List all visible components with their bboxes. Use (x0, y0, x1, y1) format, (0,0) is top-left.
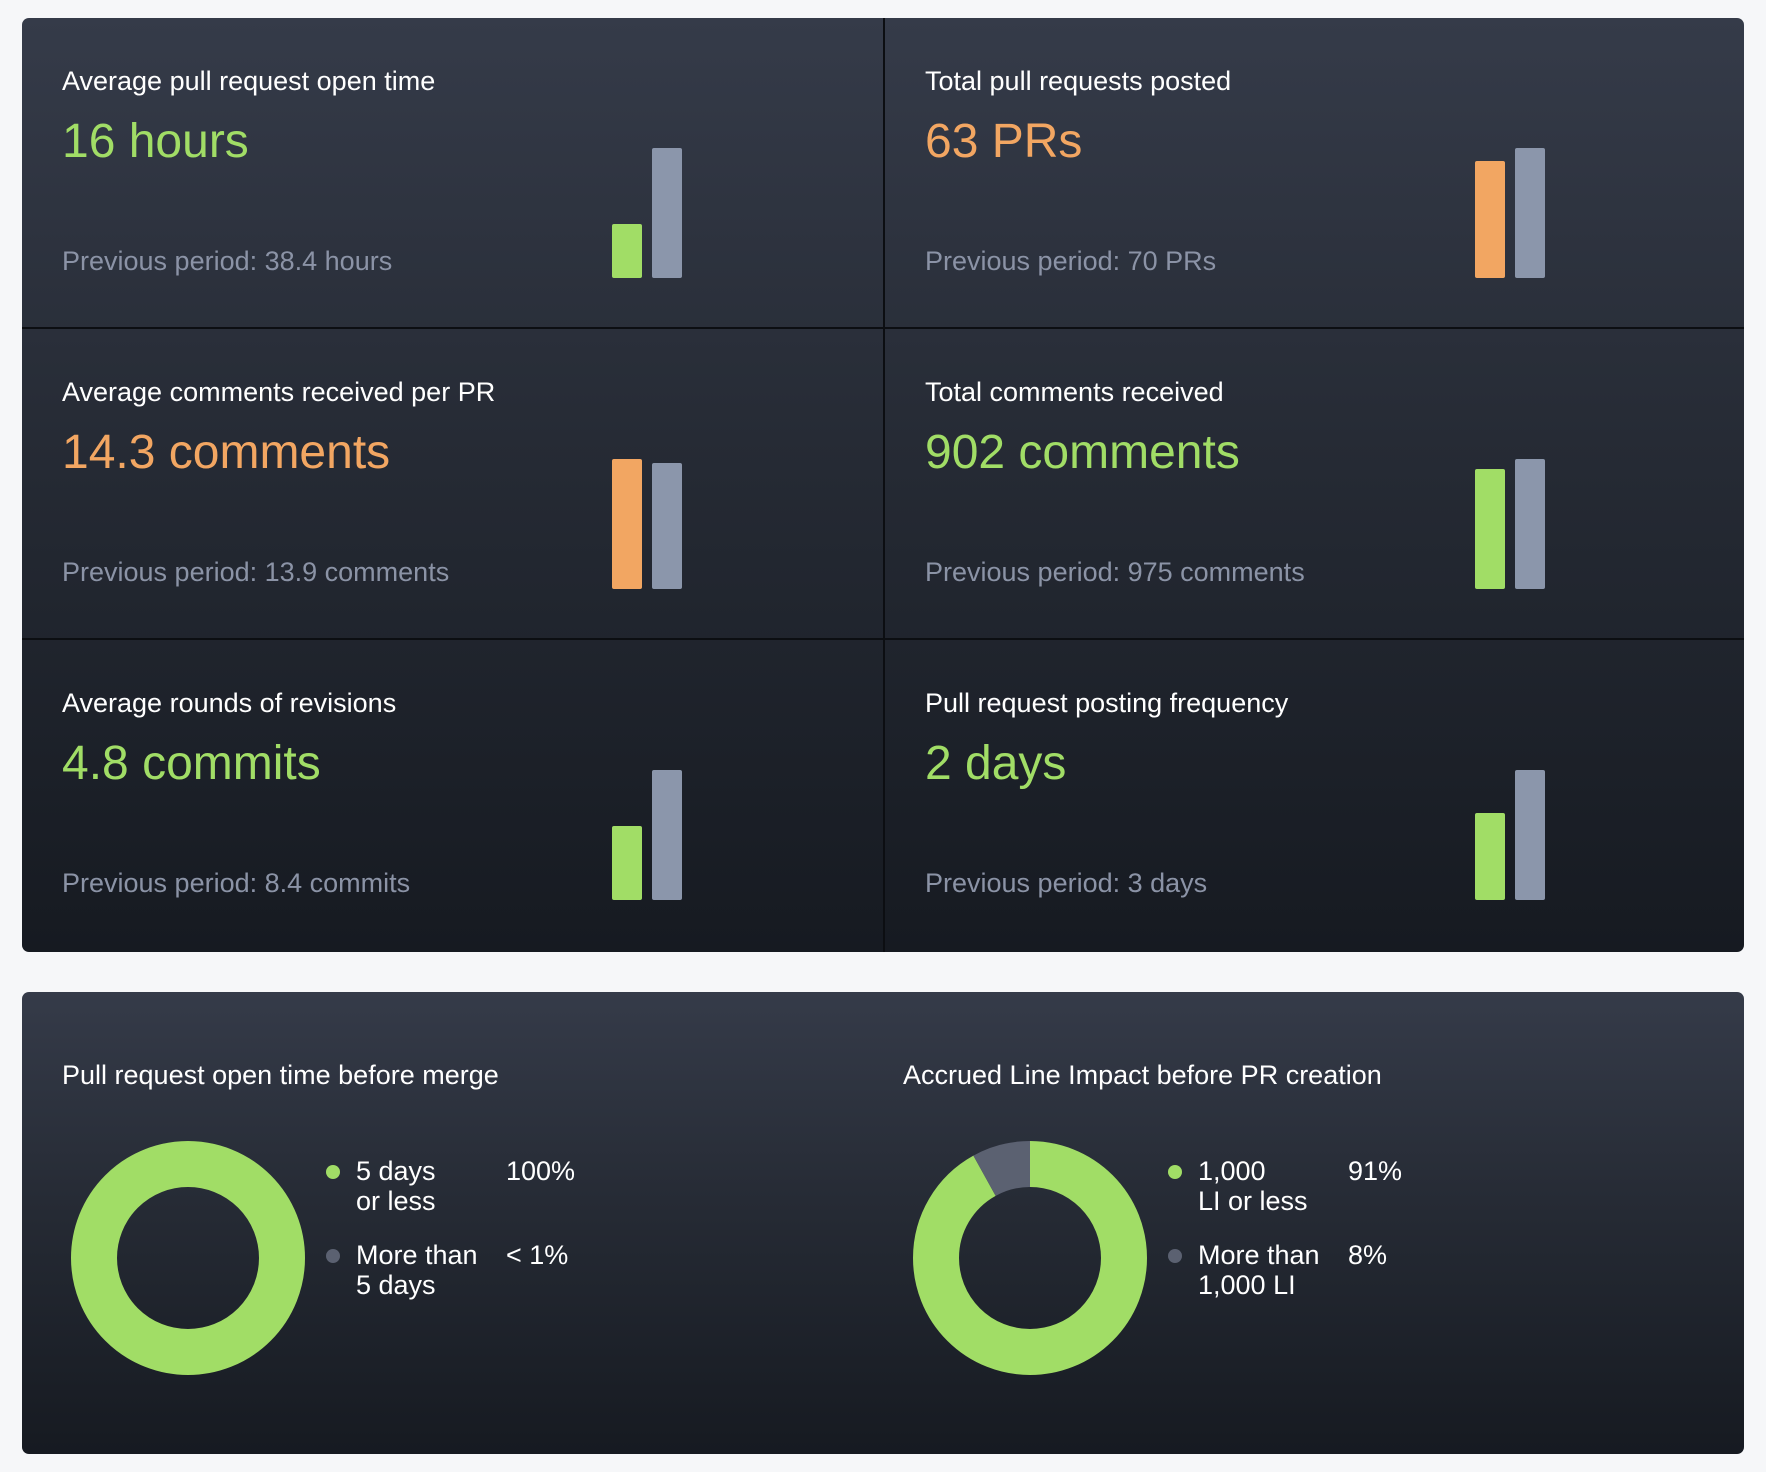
metric-previous-period: Previous period: 975 comments (925, 557, 1305, 587)
metric-title: Total pull requests posted (925, 66, 1232, 96)
metric-title: Average rounds of revisions (62, 688, 397, 718)
metric-card-posting-frequency: Pull request posting frequency 2 days Pr… (883, 640, 1744, 952)
metric-previous-period: Previous period: 70 PRs (925, 246, 1217, 276)
legend-label: 1,000 LI or less (1198, 1156, 1308, 1216)
metric-card-avg-comments: Average comments received per PR 14.3 co… (22, 329, 883, 640)
metric-previous-period: Previous period: 8.4 commits (62, 868, 411, 898)
previous-period-bar (1515, 459, 1545, 589)
metric-previous-period: Previous period: 13.9 comments (62, 557, 450, 587)
legend-percent: 100% (506, 1156, 576, 1186)
current-period-bar (612, 459, 642, 589)
distribution-panel: Pull request open time before merge 5 da… (22, 992, 1744, 1454)
donut-chart (71, 1141, 305, 1375)
metrics-panel: Average pull request open time 16 hours … (22, 18, 1744, 952)
legend-dot-icon (1168, 1249, 1182, 1263)
previous-period-bar (652, 463, 682, 589)
donut-segment (913, 1141, 1147, 1375)
current-period-bar (1475, 469, 1505, 589)
metric-title: Average pull request open time (62, 66, 436, 96)
donut-chart (913, 1141, 1147, 1375)
comparison-bar-chart (1475, 148, 1547, 278)
legend-percent: 8% (1348, 1240, 1388, 1270)
legend-label: 5 days or less (356, 1156, 436, 1216)
metrics-grid: Average pull request open time 16 hours … (22, 18, 1744, 952)
legend-dot-icon (326, 1249, 340, 1263)
comparison-bar-chart (612, 148, 684, 278)
previous-period-bar (652, 770, 682, 900)
current-period-bar (1475, 161, 1505, 278)
metric-value: 63 PRs (925, 115, 1083, 168)
metric-value: 2 days (925, 737, 1067, 790)
legend-dot-icon (1168, 1165, 1182, 1179)
donut-segment (71, 1141, 305, 1375)
previous-period-bar (652, 148, 682, 278)
previous-period-bar (1515, 148, 1545, 278)
comparison-bar-chart (612, 770, 684, 900)
metric-card-total-prs: Total pull requests posted 63 PRs Previo… (883, 18, 1744, 329)
metric-previous-period: Previous period: 3 days (925, 868, 1208, 898)
distribution-title: Pull request open time before merge (62, 1060, 499, 1090)
current-period-bar (612, 224, 642, 278)
metric-title: Pull request posting frequency (925, 688, 1289, 718)
legend-percent: 91% (1348, 1156, 1403, 1186)
donut-segment (913, 1141, 1147, 1375)
legend-dot-icon (326, 1165, 340, 1179)
comparison-bar-chart (1475, 770, 1547, 900)
comparison-bar-chart (1475, 459, 1547, 589)
distribution-title: Accrued Line Impact before PR creation (903, 1060, 1382, 1090)
metric-previous-period: Previous period: 38.4 hours (62, 246, 393, 276)
metric-title: Average comments received per PR (62, 377, 496, 407)
metric-value: 4.8 commits (62, 737, 321, 790)
previous-period-bar (1515, 770, 1545, 900)
current-period-bar (1475, 813, 1505, 900)
legend-label: More than 1,000 LI (1198, 1240, 1320, 1300)
metric-value: 14.3 comments (62, 426, 391, 479)
comparison-bar-chart (612, 459, 684, 589)
metric-card-open-time: Average pull request open time 16 hours … (22, 18, 883, 329)
metric-value: 902 comments (925, 426, 1240, 479)
current-period-bar (612, 826, 642, 900)
metric-value: 16 hours (62, 115, 249, 168)
metric-title: Total comments received (925, 377, 1224, 407)
metric-card-total-comments: Total comments received 902 comments Pre… (883, 329, 1744, 640)
metric-card-revisions: Average rounds of revisions 4.8 commits … (22, 640, 883, 952)
legend-label: More than 5 days (356, 1240, 478, 1300)
legend-percent: < 1% (506, 1240, 569, 1270)
